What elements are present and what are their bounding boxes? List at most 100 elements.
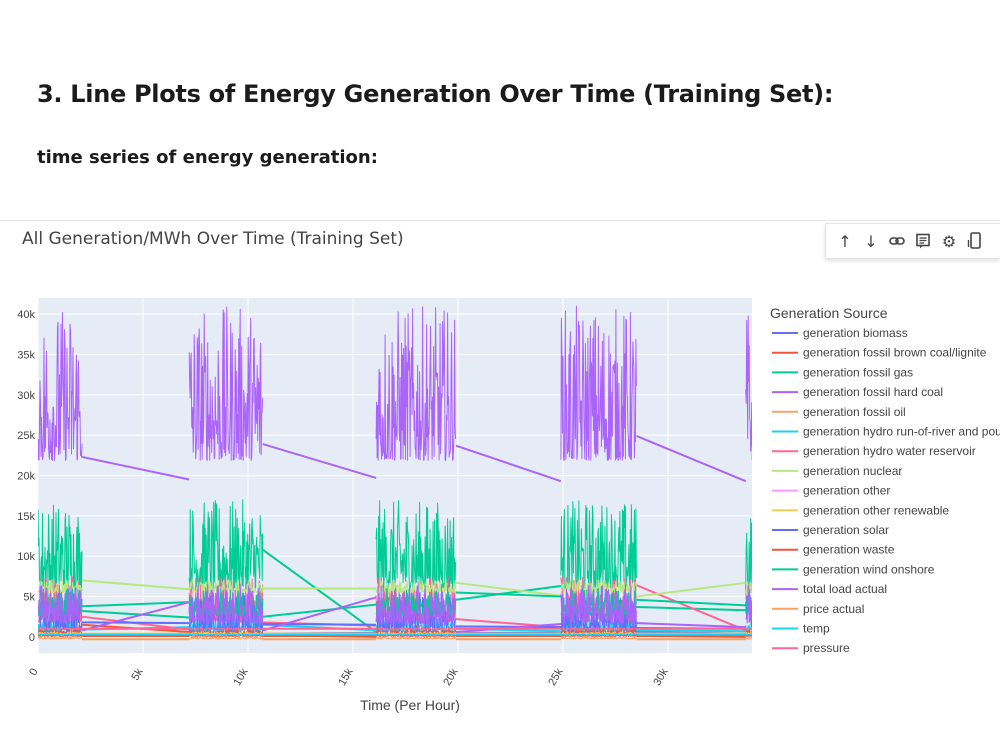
legend-label: generation other renewable (803, 503, 949, 517)
legend-label: generation fossil hard coal (803, 385, 943, 399)
series-bridge-segment (455, 581, 562, 597)
legend-item[interactable]: price actual (772, 602, 864, 616)
series-bridge-segment (262, 596, 377, 632)
y-tick-label: 25k (17, 430, 35, 442)
y-tick-label: 0 (29, 632, 35, 644)
legend-label: generation hydro run-of-river and pounda… (803, 425, 1000, 439)
series-bridge-segment (636, 584, 747, 632)
legend-item[interactable]: generation fossil oil (772, 405, 906, 419)
legend-label: generation biomass (803, 326, 908, 340)
series-bridge-segment (262, 603, 377, 618)
legend-label: generation fossil gas (803, 365, 913, 379)
legend-item[interactable]: generation other renewable (772, 503, 949, 517)
gear-icon[interactable]: ⚙ (941, 231, 957, 251)
series-line (38, 632, 752, 636)
legend-item[interactable]: generation fossil hard coal (772, 385, 943, 399)
modebar: ↑ ↓ ⚙ (825, 223, 1000, 259)
legend-item[interactable]: generation fossil brown coal/lignite (772, 346, 987, 360)
series-bridge-segment (636, 581, 746, 598)
series-bridge-segment (82, 579, 190, 591)
series-bridge-segment (81, 601, 190, 632)
y-tick-label: 40k (17, 309, 35, 321)
chart-title: All Generation/MWh Over Time (Training S… (22, 229, 404, 249)
legend-label: generation hydro water reservoir (803, 444, 976, 458)
series-noise-path (38, 305, 752, 461)
legend-item[interactable]: generation fossil gas (772, 365, 913, 379)
legend-label: generation nuclear (803, 464, 902, 478)
series-bridge-segment (636, 435, 747, 483)
series-noise-path (38, 584, 752, 624)
series-line (38, 636, 752, 641)
legend-label: generation other (803, 484, 890, 498)
series-noise-path (38, 636, 752, 640)
series-bridge-segment (82, 621, 190, 625)
series-bridge-segment (262, 548, 377, 633)
series-noise-path (38, 499, 752, 590)
legend-label: price actual (803, 602, 864, 616)
y-tick-label: 5k (23, 592, 35, 604)
legend-label: pressure (803, 641, 850, 655)
chart-card: 0 5k 10k 15k 20k 25k 30k 35k 40k 0 5k 10k 15k 20k 25k 3… (0, 220, 1000, 751)
legend-label: generation waste (803, 543, 895, 557)
y-tick-label: 10k (17, 551, 35, 563)
legend-label: generation fossil oil (803, 405, 906, 419)
page-subheading: time series of energy generation: (37, 147, 378, 168)
notes-icon[interactable] (910, 228, 936, 254)
series-bridge-segment (455, 444, 562, 483)
x-tick-label: 5k (129, 666, 145, 682)
series-line (38, 633, 752, 638)
legend-item[interactable]: generation nuclear (772, 464, 902, 478)
series-bridge-segment (262, 443, 377, 479)
series-line (38, 627, 752, 630)
legend-label: generation solar (803, 523, 889, 537)
x-tick-label: 0 (27, 667, 40, 678)
series-noise-path (38, 627, 752, 630)
series-bridge-segment (636, 622, 746, 629)
y-tick-label: 30k (17, 390, 35, 402)
series-bridge-segment (455, 585, 562, 601)
legend-item[interactable]: temp (772, 622, 830, 636)
legend-item[interactable]: generation waste (772, 543, 895, 557)
series-bridge-segment (82, 601, 190, 608)
legend-label: generation fossil brown coal/lignite (803, 346, 987, 360)
legend-item[interactable]: generation hydro run-of-river and pounda… (772, 425, 1000, 439)
x-tick-label: 30k (651, 666, 671, 688)
arrow-up-icon[interactable]: ↑ (838, 231, 852, 251)
y-tick-label: 15k (17, 511, 35, 523)
legend-label: total load actual (803, 582, 887, 596)
legend-item[interactable]: pressure (772, 641, 850, 655)
series-noise-path (38, 632, 752, 636)
line-chart: 0 5k 10k 15k 20k 25k 30k 35k 40k 0 5k 10k 15k 20k 25k 3… (17, 298, 1000, 713)
legend[interactable]: Generation Source generation biomass gener… (770, 305, 1000, 655)
series-bridge-segment (455, 625, 561, 629)
series-bridge-segment (82, 610, 190, 619)
legend-item[interactable]: generation other (772, 484, 890, 498)
x-axis-label: Time (Per Hour) (360, 697, 460, 713)
legend-item[interactable]: generation biomass (772, 326, 908, 340)
series-lines (38, 305, 752, 641)
legend-item[interactable]: generation wind onshore (772, 562, 935, 576)
series-bridge-segment (81, 455, 190, 481)
series-bridge-segment (636, 598, 746, 607)
x-tick-label: 25k (546, 666, 566, 688)
link-icon[interactable] (884, 228, 910, 254)
legend-item[interactable]: generation solar (772, 523, 889, 537)
legend-label: generation wind onshore (803, 562, 935, 576)
legend-item[interactable]: generation hydro water reservoir (772, 444, 976, 458)
series-bridge-segment (455, 591, 561, 598)
arrow-down-icon[interactable]: ↓ (864, 231, 878, 251)
series-line (38, 305, 752, 483)
legend-title: Generation Source (770, 305, 888, 321)
series-line (38, 584, 752, 634)
legend-label: temp (803, 622, 830, 636)
series-noise-path (38, 633, 752, 637)
page-heading: 3. Line Plots of Energy Generation Over … (37, 80, 834, 108)
x-tick-label: 15k (336, 666, 356, 688)
phone-icon[interactable] (962, 228, 988, 254)
y-tick-label: 20k (17, 471, 35, 483)
x-tick-label: 10k (231, 666, 251, 688)
y-tick-label: 35k (17, 349, 35, 361)
series-bridge-segment (636, 629, 746, 633)
legend-item[interactable]: total load actual (772, 582, 887, 596)
x-tick-label: 20k (441, 666, 461, 688)
